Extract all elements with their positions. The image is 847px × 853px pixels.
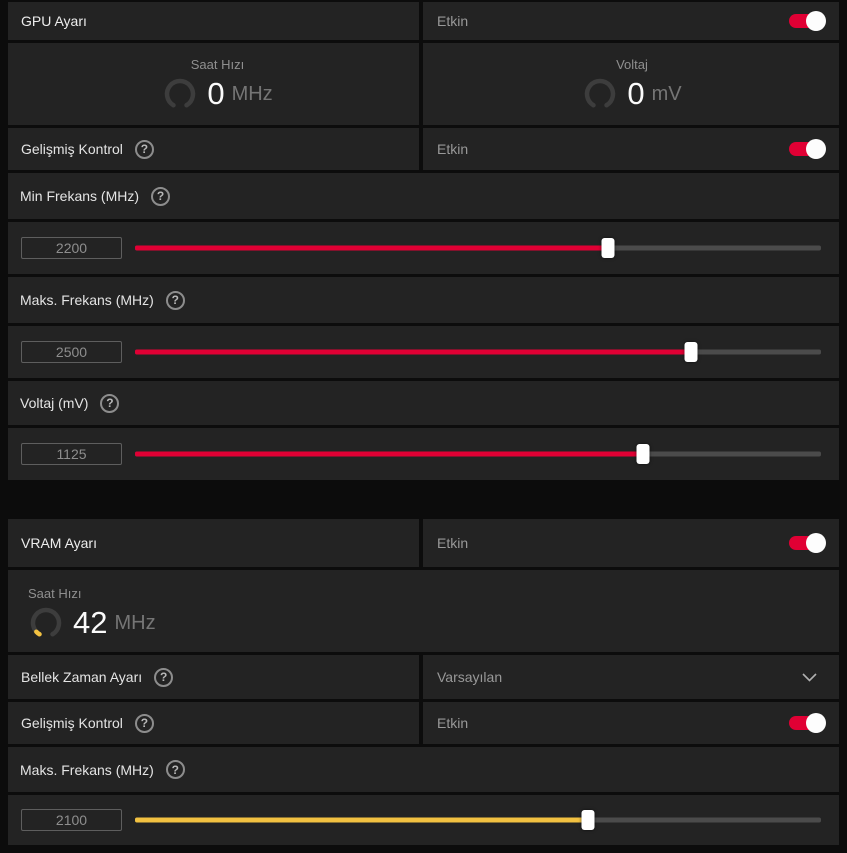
gpu-enable-label: Etkin xyxy=(437,13,469,29)
gpu-voltage-gauge: Voltaj 0 mV xyxy=(423,43,839,125)
slider-thumb[interactable] xyxy=(636,444,650,464)
memory-timing-label: Bellek Zaman Ayarı xyxy=(21,669,143,685)
gpu-advanced-enable-label: Etkin xyxy=(437,141,469,157)
gpu-advanced-enable-cell: Etkin xyxy=(423,128,839,170)
help-icon[interactable]: ? xyxy=(165,290,185,310)
memory-timing-label-cell: Bellek Zaman Ayarı ? xyxy=(8,655,419,699)
gpu-voltage-value: 0 xyxy=(627,76,645,111)
min-frequency-slider[interactable] xyxy=(135,237,821,259)
vram-advanced-toggle[interactable] xyxy=(789,713,826,733)
vram-max-frequency-slider[interactable] xyxy=(135,809,821,831)
vram-enable-cell: Etkin xyxy=(423,519,839,567)
slider-fill xyxy=(135,349,691,355)
vram-tuning-section: VRAM Ayarı Etkin Saat Hızı 42 MHz Bellek… xyxy=(8,519,839,845)
chevron-down-icon xyxy=(802,672,817,682)
gauge-arc-icon xyxy=(585,78,616,108)
help-icon[interactable]: ? xyxy=(165,760,185,779)
memory-timing-dropdown[interactable]: Varsayılan xyxy=(423,655,839,699)
max-frequency-label: Maks. Frekans (MHz) xyxy=(20,292,154,308)
gpu-tuning-section: GPU Ayarı Etkin Saat Hızı 0 MHz Voltaj xyxy=(8,2,839,480)
gpu-clock-unit: MHz xyxy=(231,82,273,105)
toggle-knob xyxy=(806,713,826,733)
vram-max-frequency-input[interactable] xyxy=(21,809,122,831)
voltage-label-row: Voltaj (mV) ? xyxy=(8,381,839,425)
vram-clock-unit: MHz xyxy=(114,611,156,634)
gpu-clock-gauge: Saat Hızı 0 MHz xyxy=(8,43,419,125)
gpu-enable-toggle[interactable] xyxy=(789,11,826,31)
slider-fill xyxy=(135,245,609,251)
help-icon[interactable]: ? xyxy=(134,713,154,733)
gpu-advanced-toggle[interactable] xyxy=(789,139,826,159)
max-frequency-slider[interactable] xyxy=(135,341,821,363)
vram-gauge-row: Saat Hızı 42 MHz xyxy=(8,570,839,652)
vram-section-title: VRAM Ayarı xyxy=(21,535,97,551)
gpu-voltage-unit: mV xyxy=(651,82,682,105)
min-frequency-label: Min Frekans (MHz) xyxy=(20,188,140,204)
min-frequency-label-row: Min Frekans (MHz) ? xyxy=(8,173,839,219)
vram-advanced-enable-cell: Etkin xyxy=(423,702,839,744)
help-icon[interactable]: ? xyxy=(151,186,171,206)
vram-clock-gauge: Saat Hızı 42 MHz xyxy=(8,570,839,652)
voltage-label: Voltaj (mV) xyxy=(20,395,89,411)
gpu-advanced-row: Gelişmiş Kontrol ? Etkin xyxy=(8,128,839,170)
advanced-control-label: Gelişmiş Kontrol xyxy=(21,715,123,731)
toggle-knob xyxy=(806,533,826,553)
vram-advanced-enable-label: Etkin xyxy=(437,715,469,731)
vram-max-frequency-label-row: Maks. Frekans (MHz) ? xyxy=(8,747,839,792)
vram-enable-label: Etkin xyxy=(437,535,469,551)
voltage-input[interactable] xyxy=(21,443,122,465)
help-icon[interactable]: ? xyxy=(100,393,120,413)
gpu-clock-value: 0 xyxy=(207,76,225,111)
vram-advanced-label-cell: Gelişmiş Kontrol ? xyxy=(8,702,419,744)
gpu-enable-cell: Etkin xyxy=(423,2,839,40)
toggle-knob xyxy=(806,139,826,159)
voltage-slider[interactable] xyxy=(135,443,821,465)
slider-thumb[interactable] xyxy=(581,810,595,830)
min-frequency-slider-row xyxy=(8,222,839,274)
gpu-clock-label: Saat Hızı xyxy=(190,56,245,72)
vram-advanced-row: Gelişmiş Kontrol ? Etkin xyxy=(8,702,839,744)
memory-timing-row: Bellek Zaman Ayarı ? Varsayılan xyxy=(8,655,839,699)
gauge-arc-icon xyxy=(165,78,196,108)
gpu-advanced-label-cell: Gelişmiş Kontrol ? xyxy=(8,128,419,170)
vram-max-frequency-slider-row xyxy=(8,795,839,845)
help-icon[interactable]: ? xyxy=(154,667,174,687)
max-frequency-label-row: Maks. Frekans (MHz) ? xyxy=(8,277,839,323)
gpu-header-row: GPU Ayarı Etkin xyxy=(8,2,839,40)
slider-thumb[interactable] xyxy=(684,342,698,362)
vram-title-cell: VRAM Ayarı xyxy=(8,519,419,567)
toggle-knob xyxy=(806,11,826,31)
max-frequency-input[interactable] xyxy=(21,341,122,363)
voltage-slider-row xyxy=(8,428,839,480)
gpu-section-title: GPU Ayarı xyxy=(21,13,87,29)
gpu-voltage-label: Voltaj xyxy=(616,56,648,72)
vram-max-frequency-label: Maks. Frekans (MHz) xyxy=(20,761,154,778)
gpu-gauges-row: Saat Hızı 0 MHz Voltaj 0 mV xyxy=(8,43,839,125)
max-frequency-slider-row xyxy=(8,326,839,378)
vram-clock-label: Saat Hızı xyxy=(28,585,82,601)
vram-enable-toggle[interactable] xyxy=(789,533,826,553)
vram-clock-value: 42 xyxy=(73,605,108,640)
gpu-title-cell: GPU Ayarı xyxy=(8,2,419,40)
slider-thumb[interactable] xyxy=(601,238,615,258)
help-icon[interactable]: ? xyxy=(134,139,154,159)
min-frequency-input[interactable] xyxy=(21,237,122,259)
gauge-arc-icon xyxy=(30,607,62,637)
advanced-control-label: Gelişmiş Kontrol xyxy=(21,141,123,157)
slider-fill xyxy=(135,451,643,457)
vram-header-row: VRAM Ayarı Etkin xyxy=(8,519,839,567)
slider-fill xyxy=(135,817,588,823)
memory-timing-selected: Varsayılan xyxy=(437,669,503,685)
